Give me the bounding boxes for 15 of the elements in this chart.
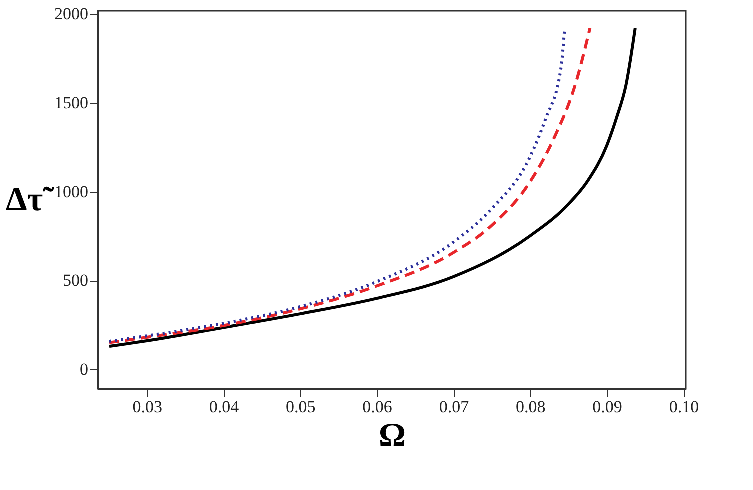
x-tick-label: 0.10 — [669, 398, 700, 416]
x-tick-label: 0.06 — [362, 398, 392, 416]
y-tick-label: 1500 — [54, 94, 88, 113]
x-tick-label: 0.07 — [439, 398, 470, 416]
x-tick-label: 0.03 — [132, 398, 162, 416]
x-tick-label: 0.08 — [516, 398, 546, 416]
y-tick-label: 0 — [80, 360, 88, 379]
x-tick-label: 0.04 — [209, 398, 240, 416]
x-axis-title: Ω — [378, 418, 406, 454]
x-tick-label: 0.09 — [592, 398, 622, 416]
y-tick-label: 2000 — [54, 4, 88, 24]
y-axis-title: Δτ̃ — [6, 182, 55, 218]
x-tick-label: 0.05 — [286, 398, 316, 416]
y-tick-label: 1000 — [54, 182, 88, 202]
y-tick-label: 500 — [63, 271, 88, 290]
